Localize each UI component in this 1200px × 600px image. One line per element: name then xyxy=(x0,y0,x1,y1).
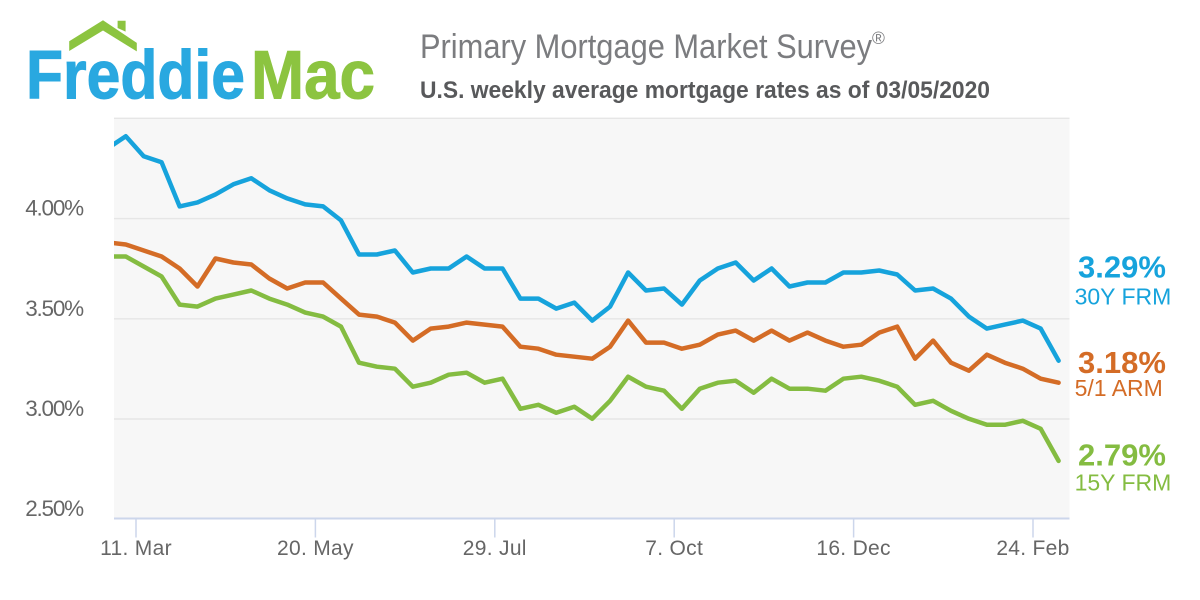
svg-text:3.00%: 3.00% xyxy=(25,396,84,421)
svg-text:30Y FRM: 30Y FRM xyxy=(1075,284,1172,310)
svg-text:3.29%: 3.29% xyxy=(1078,250,1166,285)
svg-text:16. Dec: 16. Dec xyxy=(816,537,890,560)
svg-text:29. Jul: 29. Jul xyxy=(463,537,527,560)
svg-text:3.50%: 3.50% xyxy=(25,296,84,321)
svg-text:3.18%: 3.18% xyxy=(1078,345,1166,380)
svg-text:2.50%: 2.50% xyxy=(25,496,84,521)
svg-text:U.S. weekly average mortgage r: U.S. weekly average mortgage rates as of… xyxy=(420,77,990,104)
svg-text:Primary Mortgage Market Survey: Primary Mortgage Market Survey® xyxy=(420,28,885,66)
svg-text:7. Oct: 7. Oct xyxy=(645,537,703,560)
svg-text:24. Feb: 24. Feb xyxy=(996,537,1069,560)
svg-text:4.00%: 4.00% xyxy=(25,196,84,221)
svg-text:15Y FRM: 15Y FRM xyxy=(1075,470,1172,496)
svg-text:5/1 ARM: 5/1 ARM xyxy=(1075,375,1163,401)
svg-text:11. Mar: 11. Mar xyxy=(100,537,172,560)
svg-text:2.79%: 2.79% xyxy=(1078,437,1166,472)
svg-text:Mac: Mac xyxy=(251,37,375,114)
svg-text:20. May: 20. May xyxy=(277,537,354,560)
